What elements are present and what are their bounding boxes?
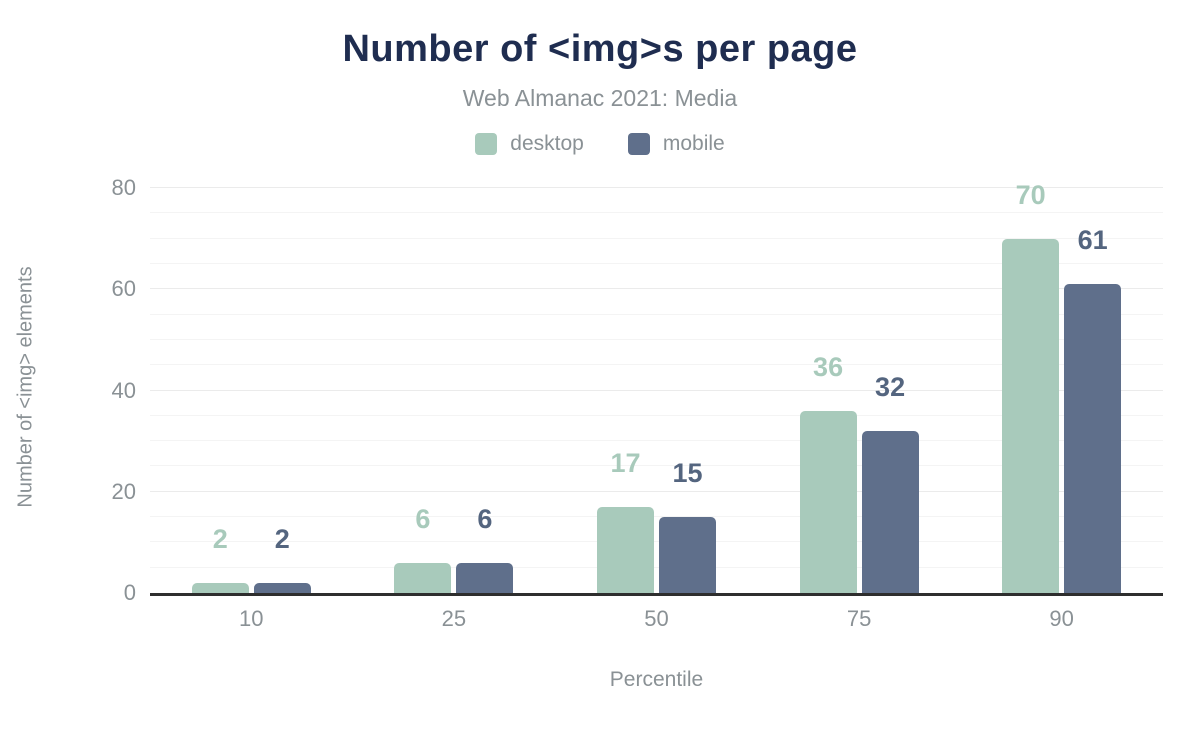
gridline-80 (150, 187, 1163, 188)
bar-group-p75: 36 32 (758, 177, 961, 593)
bar-value-label-mobile-p50: 15 (672, 458, 703, 489)
gridline-20 (150, 490, 1163, 492)
bar-mobile-p90[interactable]: 61 (1064, 227, 1122, 593)
gridline-30 (150, 440, 1163, 442)
x-axis-ticks: 10 25 50 75 90 (150, 606, 1163, 632)
bar-group-p50: 17 15 (555, 177, 758, 593)
x-tick-label-25: 25 (441, 606, 467, 631)
bar-value-label-desktop-p90: 70 (1015, 179, 1046, 210)
x-axis-title: Percentile (609, 668, 704, 691)
legend-item-desktop[interactable]: desktop (475, 132, 584, 156)
bar-desktop-p90[interactable]: 70 (1002, 181, 1060, 593)
x-tick-label-75: 75 (846, 606, 872, 631)
bar-desktop-p50[interactable]: 17 (596, 449, 654, 593)
gridline-25 (150, 465, 1163, 467)
y-tick-label-20: 20 (111, 478, 136, 504)
chart-header: Number of <img>s per page Web Almanac 20… (0, 0, 1200, 156)
bar-mobile-p50[interactable]: 15 (658, 460, 716, 593)
y-axis-title-column: Number of <img> elements (0, 177, 52, 596)
y-axis-title: Number of <img> elements (14, 265, 37, 508)
bar-value-label-desktop-p10: 2 (212, 523, 228, 554)
y-tick-label-80: 80 (111, 175, 136, 200)
gridline-65 (150, 262, 1163, 264)
bar-mobile-p10[interactable]: 2 (253, 525, 311, 593)
x-tick-label-10: 10 (239, 606, 264, 631)
gridline-40 (150, 389, 1163, 391)
y-axis-ticks: 0 20 40 60 80 (52, 175, 150, 605)
bar-group-p90: 70 61 (960, 177, 1163, 593)
gridline-50 (150, 338, 1163, 340)
bar-groups: 2 2 6 6 17 15 36 32 70 61 (150, 177, 1163, 593)
bar-desktop-p25[interactable]: 6 (394, 505, 452, 593)
bar-value-label-mobile-p25: 6 (477, 503, 493, 534)
y-tick-label-60: 60 (111, 276, 136, 302)
gridline-5 (150, 566, 1163, 568)
mobile-swatch-icon (627, 133, 650, 155)
bar-mobile-p75[interactable]: 32 (861, 374, 919, 593)
bar-desktop-p75[interactable]: 36 (799, 353, 857, 593)
plot-column: 2 2 6 6 17 15 36 32 70 61 10 25 50 75 90 Percentile (150, 177, 1163, 692)
chart-subtitle: Web Almanac 2021: Media (462, 85, 738, 111)
bar-value-label-mobile-p90: 61 (1077, 225, 1108, 256)
x-tick-label-90: 90 (1049, 606, 1074, 631)
bar-value-label-desktop-p25: 6 (415, 503, 431, 534)
bar-value-label-mobile-p75: 32 (875, 372, 906, 402)
x-tick-label-50: 50 (644, 606, 669, 631)
legend-label-desktop: desktop (510, 132, 584, 155)
desktop-swatch-icon (475, 133, 498, 155)
bar-value-label-desktop-p75: 36 (813, 351, 844, 382)
gridline-15 (150, 516, 1163, 518)
gridline-55 (150, 313, 1163, 315)
legend-item-mobile[interactable]: mobile (627, 132, 725, 156)
gridline-70 (150, 237, 1163, 239)
gridline-75 (150, 212, 1163, 214)
bar-mobile-p25[interactable]: 6 (456, 505, 514, 593)
gridline-10 (150, 541, 1163, 543)
gridline-45 (150, 364, 1163, 366)
gridline-35 (150, 414, 1163, 416)
bar-value-label-desktop-p50: 17 (610, 447, 641, 478)
legend: desktop mobile (0, 132, 1200, 156)
bar-desktop-p10[interactable]: 2 (191, 525, 249, 593)
legend-label-mobile: mobile (662, 132, 725, 155)
y-tick-label-40: 40 (111, 377, 136, 403)
bar-value-label-mobile-p10: 2 (274, 523, 290, 554)
chart-title: Number of <img>s per page (342, 28, 858, 70)
gridline-60 (150, 288, 1163, 290)
plot-area: 2 2 6 6 17 15 36 32 70 61 (150, 177, 1163, 596)
y-tick-label-0: 0 (123, 580, 136, 605)
